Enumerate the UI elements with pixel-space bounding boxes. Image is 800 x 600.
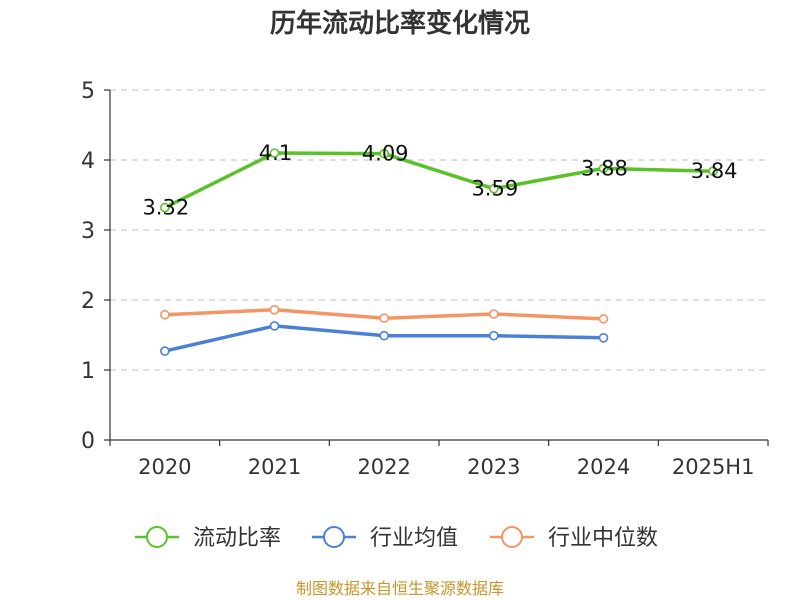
legend-label: 流动比率 [193, 526, 281, 551]
source-note: 制图数据来自恒生聚源数据库 [295, 579, 504, 598]
chart-title: 历年流动比率变化情况 [269, 9, 530, 39]
x-tick-label: 2022 [357, 455, 410, 479]
series-line-0 [164, 151, 714, 210]
axes: 0 1 2 3 4 5 2020 2021 2022 2023 2024 2025H1 [81, 79, 769, 479]
data-point [160, 202, 170, 213]
data-point [598, 332, 609, 343]
data-point [379, 330, 389, 341]
y-tick-label: 3 [81, 219, 95, 244]
y-tick-label: 2 [81, 289, 95, 314]
data-label: 3.84 [691, 159, 738, 183]
data-label: 3.88 [581, 156, 628, 180]
data-point [160, 309, 170, 320]
data-point [708, 166, 718, 176]
data-point [269, 321, 280, 331]
data-label: 3.32 [142, 196, 189, 220]
legend: 流动比率 行业均值 行业中位数 [135, 526, 658, 551]
data-point [160, 346, 170, 356]
data-label: 4.09 [362, 142, 409, 166]
y-tick-label: 4 [81, 149, 95, 174]
y-tick-label: 1 [81, 359, 95, 384]
data-point [379, 148, 389, 159]
x-tick-label: 2024 [577, 455, 630, 479]
data-label: 3.59 [471, 177, 518, 201]
data-point [598, 314, 609, 324]
legend-label: 行业均值 [370, 526, 458, 551]
data-point [379, 313, 389, 324]
data-point [269, 304, 280, 315]
grid-lines [110, 89, 768, 371]
data-point [489, 183, 499, 194]
x-tick-label: 2025H1 [672, 455, 755, 479]
data-point [489, 330, 499, 341]
y-tick-label: 5 [81, 79, 95, 104]
data-labels: 3.32 4.1 4.09 3.59 3.88 3.84 [142, 141, 737, 220]
series-lines [160, 148, 718, 356]
x-tick-label: 2021 [248, 455, 301, 479]
data-point [489, 309, 499, 319]
data-point [269, 148, 280, 158]
legend-label: 行业中位数 [548, 526, 658, 551]
y-tick-label: 0 [81, 429, 95, 454]
legend-marker-icon [501, 526, 523, 548]
data-point [598, 163, 609, 174]
x-tick-label: 2020 [138, 455, 191, 479]
x-tick-label: 2023 [467, 455, 520, 479]
data-label: 4.1 [259, 141, 292, 165]
legend-marker-icon [323, 526, 345, 548]
legend-marker-icon [146, 526, 168, 548]
